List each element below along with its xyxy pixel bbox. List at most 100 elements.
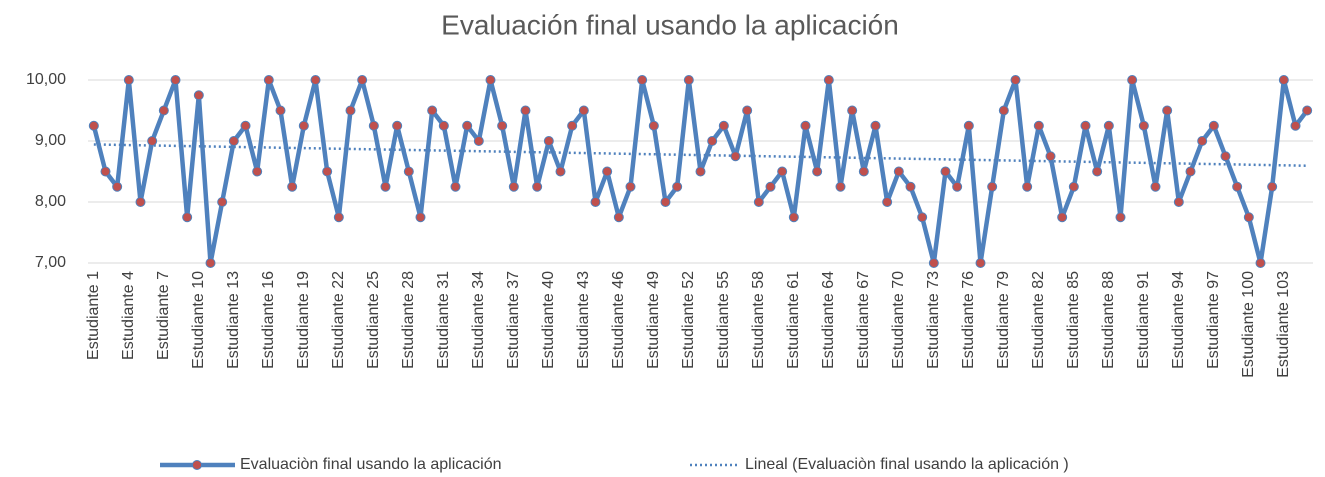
y-tick-label: 7,00 — [35, 254, 66, 271]
point-marker — [567, 120, 578, 131]
point-marker — [1138, 120, 1149, 131]
y-tick-label: 10,00 — [26, 71, 66, 88]
point-marker — [1033, 120, 1044, 131]
x-tick-label: Estudiante 40 — [540, 271, 557, 369]
point-marker — [1080, 120, 1091, 131]
x-tick-label: Estudiante 67 — [855, 271, 872, 369]
point-marker — [1045, 151, 1056, 162]
point-marker — [123, 75, 134, 85]
point-marker — [637, 75, 648, 85]
point-marker — [847, 105, 858, 116]
point-marker — [1150, 181, 1161, 192]
x-tick-label: Estudiante 28 — [400, 271, 417, 369]
x-tick-label: Estudiante 82 — [1030, 271, 1047, 369]
point-marker — [217, 197, 228, 207]
point-marker — [660, 197, 671, 207]
x-tick-label: Estudiante 64 — [820, 271, 837, 369]
point-marker — [392, 120, 403, 131]
x-tick-label: Estudiante 1 — [85, 271, 102, 360]
point-marker — [578, 105, 589, 116]
x-tick-label: Estudiante 79 — [995, 271, 1012, 369]
x-tick-label: Estudiante 85 — [1065, 271, 1082, 369]
x-tick-label: Estudiante 43 — [575, 271, 592, 369]
point-marker — [1185, 166, 1196, 177]
point-marker — [135, 197, 146, 207]
point-marker — [88, 120, 99, 131]
point-marker — [357, 75, 368, 85]
point-marker — [742, 105, 753, 116]
point-marker — [427, 105, 438, 116]
x-tick-label: Estudiante 100 — [1240, 271, 1257, 378]
x-tick-label: Estudiante 7 — [155, 271, 172, 360]
point-marker — [1068, 181, 1079, 192]
point-marker — [765, 181, 776, 192]
point-marker — [602, 166, 613, 177]
point-marker — [893, 166, 904, 177]
point-marker — [1302, 105, 1313, 116]
point-marker — [333, 212, 344, 223]
point-marker — [777, 166, 788, 177]
point-marker — [147, 136, 158, 146]
point-marker — [1103, 120, 1114, 131]
chart-title: Evaluación final usando la aplicación — [441, 9, 899, 40]
point-marker — [1220, 151, 1231, 162]
point-marker — [917, 212, 928, 223]
legend-label: Lineal (Evaluaciòn final usando la aplic… — [745, 456, 1069, 473]
legend-label: Evaluaciòn final usando la aplicación — [240, 456, 502, 473]
point-marker — [438, 120, 449, 131]
point-marker — [987, 181, 998, 192]
x-tick-label: Estudiante 19 — [295, 271, 312, 369]
point-marker — [1010, 75, 1021, 85]
point-marker — [707, 136, 718, 146]
point-marker — [508, 181, 519, 192]
point-marker — [450, 181, 461, 192]
point-marker — [590, 197, 601, 207]
point-marker — [532, 181, 543, 192]
point-marker — [543, 136, 554, 146]
point-marker — [252, 166, 263, 177]
point-marker — [730, 151, 741, 162]
point-marker — [275, 105, 286, 116]
point-marker — [1127, 75, 1138, 85]
x-tick-label: Estudiante 46 — [610, 271, 627, 369]
point-marker — [613, 212, 624, 223]
point-marker — [812, 166, 823, 177]
point-marker — [182, 212, 193, 223]
point-marker — [497, 120, 508, 131]
point-marker — [952, 181, 963, 192]
x-tick-label: Estudiante 16 — [260, 271, 277, 369]
point-marker — [905, 181, 916, 192]
point-marker — [555, 166, 566, 177]
x-tick-label: Estudiante 94 — [1170, 271, 1187, 369]
point-marker — [963, 120, 974, 131]
point-marker — [473, 136, 484, 146]
x-tick-label: Estudiante 22 — [330, 271, 347, 369]
point-marker — [1243, 212, 1254, 223]
point-marker — [415, 212, 426, 223]
point-marker — [1290, 120, 1301, 131]
point-marker — [975, 258, 986, 268]
point-marker — [1255, 258, 1266, 268]
x-tick-label: Estudiante 52 — [680, 271, 697, 369]
y-tick-label: 9,00 — [35, 132, 66, 149]
point-marker — [695, 166, 706, 177]
point-marker — [1115, 212, 1126, 223]
x-tick-label: Estudiante 61 — [785, 271, 802, 369]
point-marker — [858, 166, 869, 177]
point-marker — [998, 105, 1009, 116]
point-marker — [112, 181, 123, 192]
point-marker — [170, 75, 181, 85]
x-tick-label: Estudiante 13 — [225, 271, 242, 369]
point-marker — [345, 105, 356, 116]
x-tick-label: Estudiante 25 — [365, 271, 382, 369]
point-marker — [625, 181, 636, 192]
point-marker — [1267, 181, 1278, 192]
point-marker — [940, 166, 951, 177]
point-marker — [1022, 181, 1033, 192]
x-tick-label: Estudiante 55 — [715, 271, 732, 369]
x-tick-label: Estudiante 34 — [470, 271, 487, 369]
x-tick-label: Estudiante 97 — [1205, 271, 1222, 369]
point-marker — [310, 75, 321, 85]
point-marker — [520, 105, 531, 116]
point-marker — [228, 136, 239, 146]
